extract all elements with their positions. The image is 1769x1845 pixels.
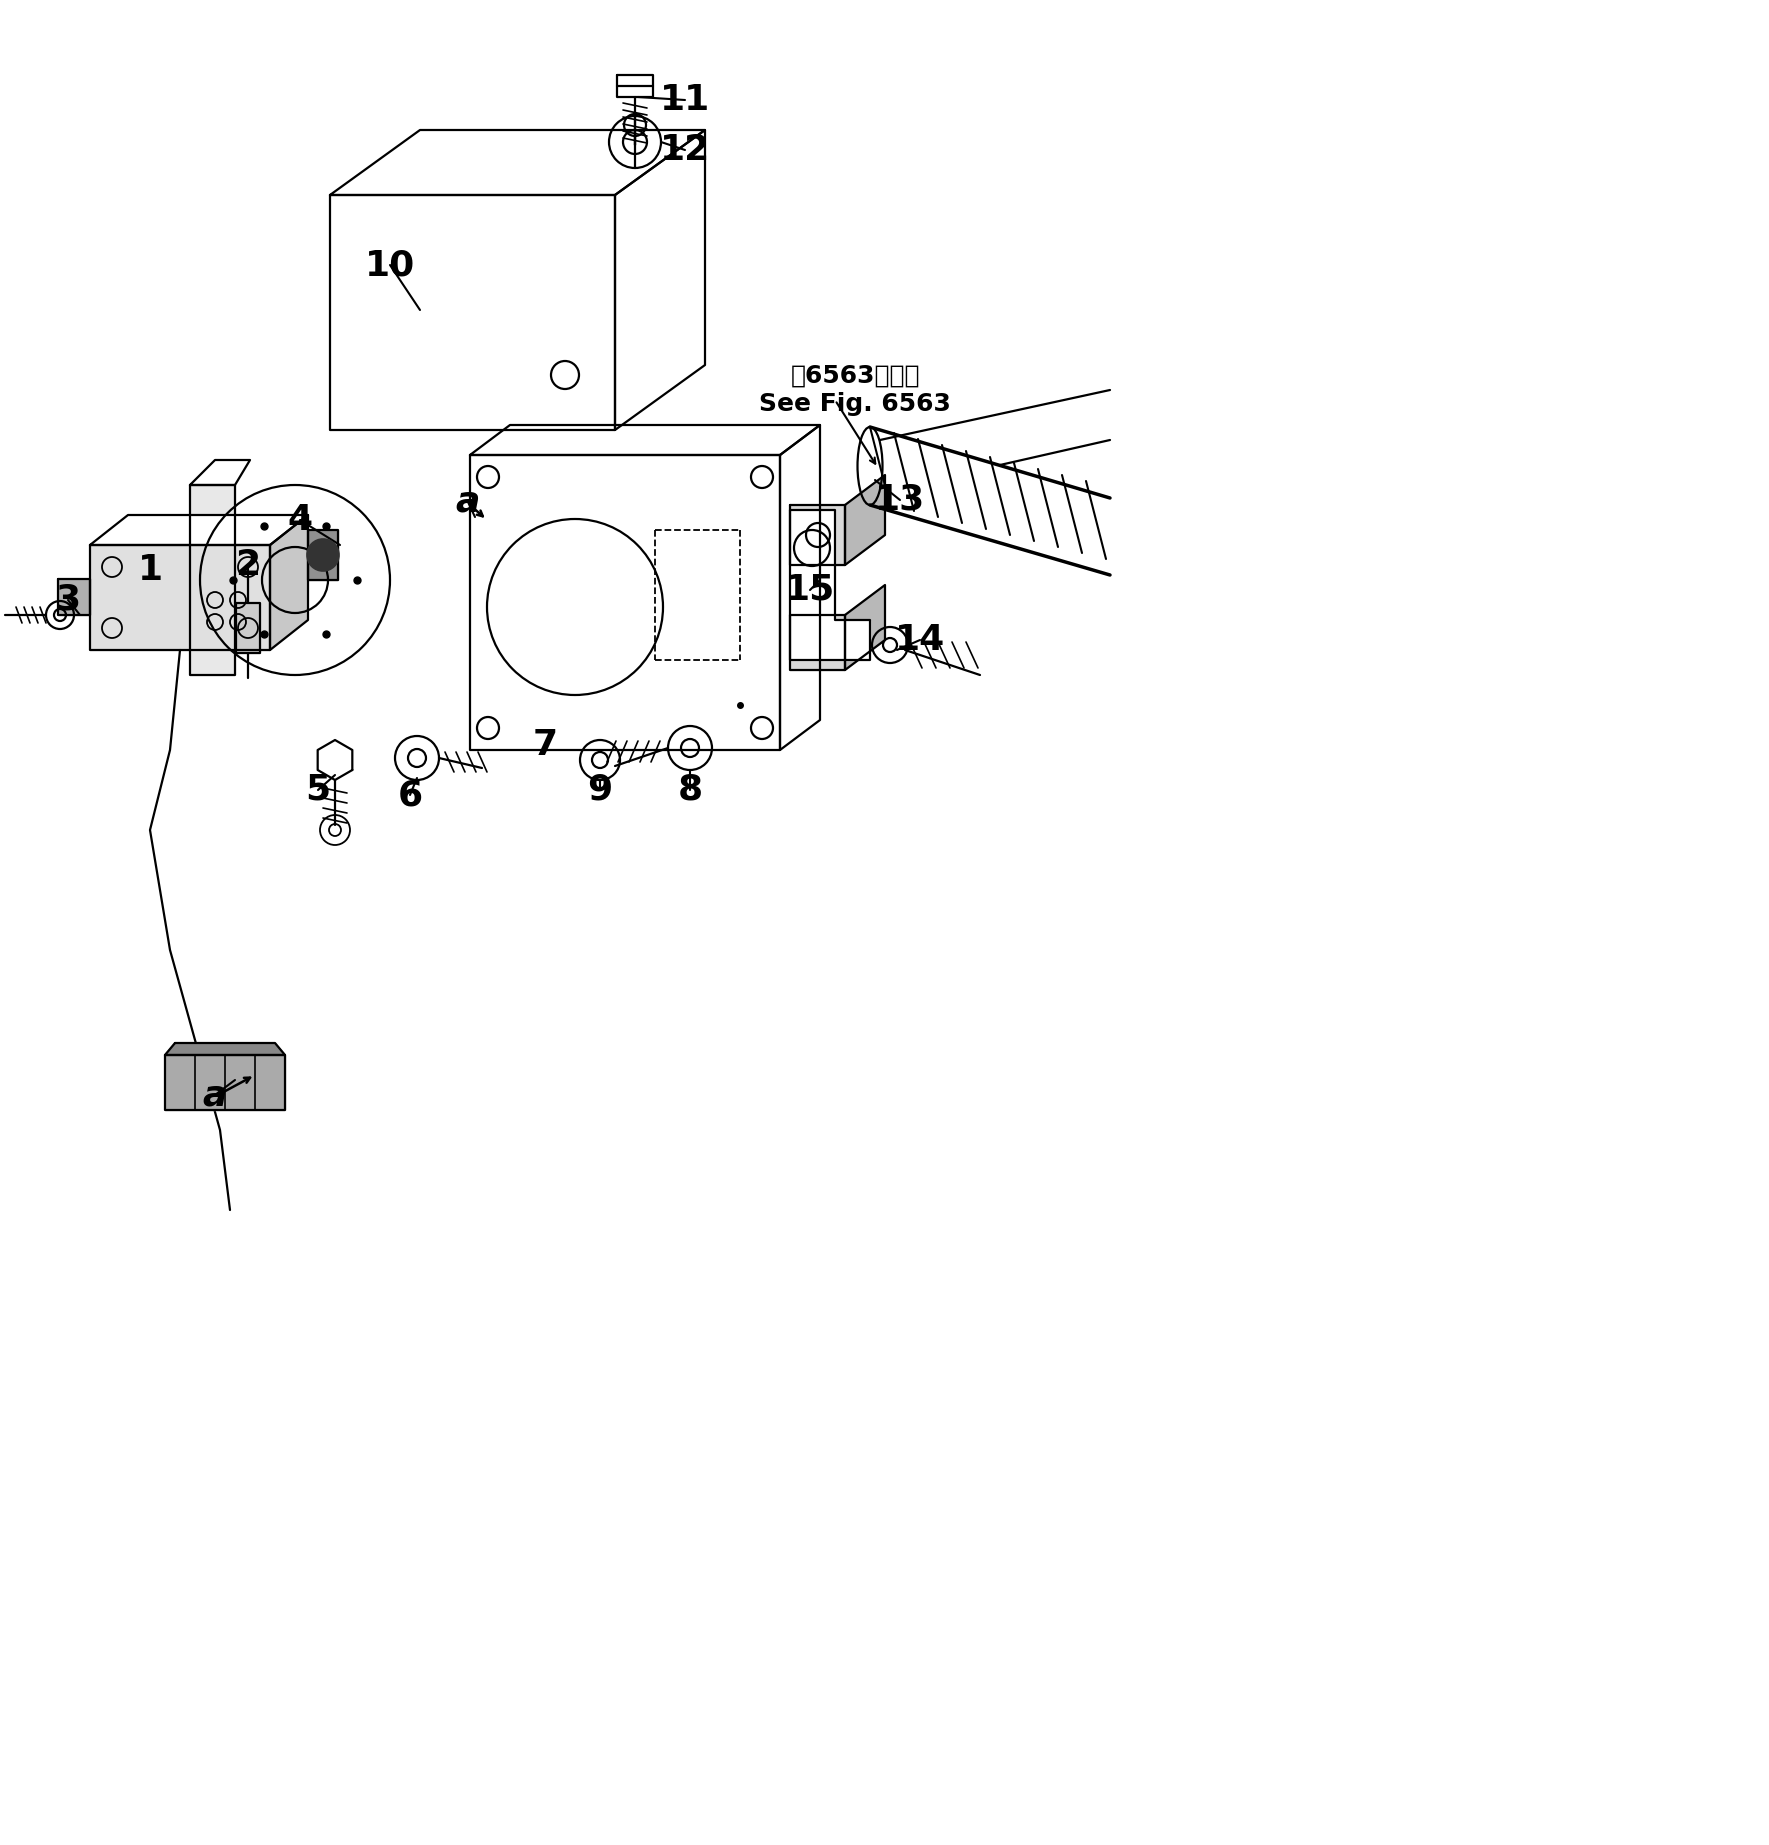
Text: a: a xyxy=(203,1077,226,1113)
Text: 11: 11 xyxy=(660,83,709,116)
Polygon shape xyxy=(189,485,235,675)
Polygon shape xyxy=(58,579,90,614)
Text: a: a xyxy=(456,485,479,518)
Polygon shape xyxy=(331,196,616,430)
Polygon shape xyxy=(308,530,338,579)
Polygon shape xyxy=(189,459,249,485)
Text: 2: 2 xyxy=(235,548,260,581)
Polygon shape xyxy=(471,424,821,456)
Polygon shape xyxy=(617,76,653,98)
Polygon shape xyxy=(235,603,260,653)
Text: 6: 6 xyxy=(398,779,423,812)
Polygon shape xyxy=(318,740,352,780)
Text: 1: 1 xyxy=(138,554,163,587)
Polygon shape xyxy=(90,515,308,544)
Text: 9: 9 xyxy=(587,773,612,806)
Text: 第6563図参照
See Fig. 6563: 第6563図参照 See Fig. 6563 xyxy=(759,363,952,415)
Text: 8: 8 xyxy=(678,773,702,806)
Polygon shape xyxy=(846,474,884,565)
Polygon shape xyxy=(271,515,308,649)
Text: 4: 4 xyxy=(287,504,313,537)
Polygon shape xyxy=(90,544,271,649)
Polygon shape xyxy=(791,614,846,670)
Text: 15: 15 xyxy=(785,574,835,607)
Polygon shape xyxy=(331,129,706,196)
Text: 5: 5 xyxy=(306,773,331,806)
Text: 7: 7 xyxy=(532,729,557,762)
Text: 10: 10 xyxy=(364,247,416,282)
Polygon shape xyxy=(616,129,706,430)
Text: 12: 12 xyxy=(660,133,709,168)
Polygon shape xyxy=(780,424,821,751)
Circle shape xyxy=(308,539,340,570)
Polygon shape xyxy=(165,1042,285,1055)
Polygon shape xyxy=(791,506,846,565)
Text: 3: 3 xyxy=(55,583,81,616)
Polygon shape xyxy=(165,1055,285,1111)
Text: 14: 14 xyxy=(895,624,945,657)
Polygon shape xyxy=(471,456,780,751)
Text: 13: 13 xyxy=(876,483,925,517)
Polygon shape xyxy=(791,509,870,661)
Polygon shape xyxy=(846,585,884,670)
